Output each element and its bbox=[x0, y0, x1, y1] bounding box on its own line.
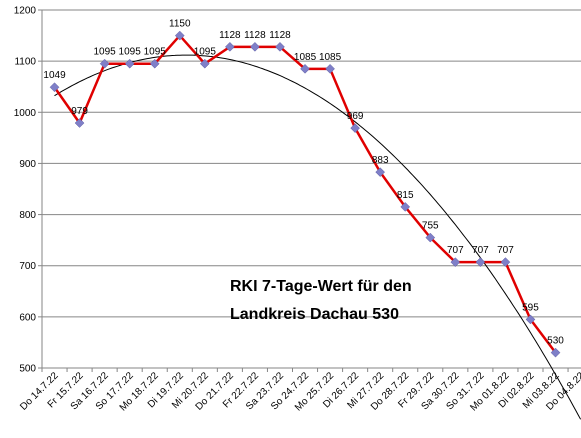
data-label: 979 bbox=[71, 106, 88, 117]
data-label: 707 bbox=[447, 245, 464, 256]
y-tick-label: 500 bbox=[19, 364, 36, 375]
data-label: 1128 bbox=[244, 30, 266, 41]
trendline bbox=[54, 54, 581, 420]
data-label: 1095 bbox=[119, 47, 142, 58]
data-label: 1085 bbox=[294, 52, 317, 63]
data-label: 530 bbox=[547, 336, 564, 347]
marker bbox=[174, 30, 185, 41]
data-label: 707 bbox=[497, 245, 514, 256]
data-label: 1085 bbox=[319, 52, 342, 63]
marker bbox=[475, 257, 486, 267]
marker bbox=[124, 58, 135, 69]
marker bbox=[550, 347, 561, 358]
data-label: 883 bbox=[372, 155, 389, 166]
data-label: 707 bbox=[472, 245, 489, 256]
marker bbox=[225, 41, 235, 52]
marker bbox=[149, 58, 160, 69]
marker bbox=[350, 123, 360, 133]
marker bbox=[275, 41, 285, 52]
marker bbox=[375, 167, 386, 177]
data-label: 1150 bbox=[169, 19, 191, 30]
marker bbox=[74, 118, 85, 128]
marker bbox=[400, 202, 411, 212]
y-tick-label: 700 bbox=[19, 261, 36, 272]
data-label: 1095 bbox=[94, 47, 117, 58]
annotation: Landkreis Dachau 530 bbox=[230, 306, 399, 323]
marker bbox=[500, 257, 511, 267]
data-label: 1128 bbox=[219, 30, 241, 41]
marker bbox=[250, 41, 260, 52]
y-tick-label: 800 bbox=[19, 210, 36, 221]
marker bbox=[525, 314, 536, 325]
marker bbox=[199, 58, 210, 69]
data-label: 1095 bbox=[144, 47, 167, 58]
y-tick-label: 1000 bbox=[14, 108, 37, 119]
y-tick-label: 600 bbox=[19, 312, 36, 323]
y-tick-label: 1100 bbox=[14, 57, 36, 68]
data-label: 815 bbox=[397, 190, 414, 201]
annotation: RKI 7-Tage-Wert für den bbox=[230, 278, 412, 295]
data-label: 755 bbox=[422, 221, 439, 232]
y-tick-label: 1200 bbox=[14, 6, 37, 17]
marker bbox=[99, 58, 110, 69]
y-tick-label: 900 bbox=[19, 159, 36, 170]
data-label: 1128 bbox=[269, 30, 291, 41]
data-label: 1049 bbox=[43, 70, 66, 81]
data-label: 969 bbox=[347, 111, 364, 122]
data-label: 1095 bbox=[194, 47, 217, 58]
marker bbox=[49, 82, 60, 93]
marker bbox=[325, 63, 335, 74]
marker bbox=[425, 232, 436, 243]
marker bbox=[450, 257, 461, 267]
data-label: 595 bbox=[522, 302, 539, 313]
marker bbox=[300, 63, 310, 74]
